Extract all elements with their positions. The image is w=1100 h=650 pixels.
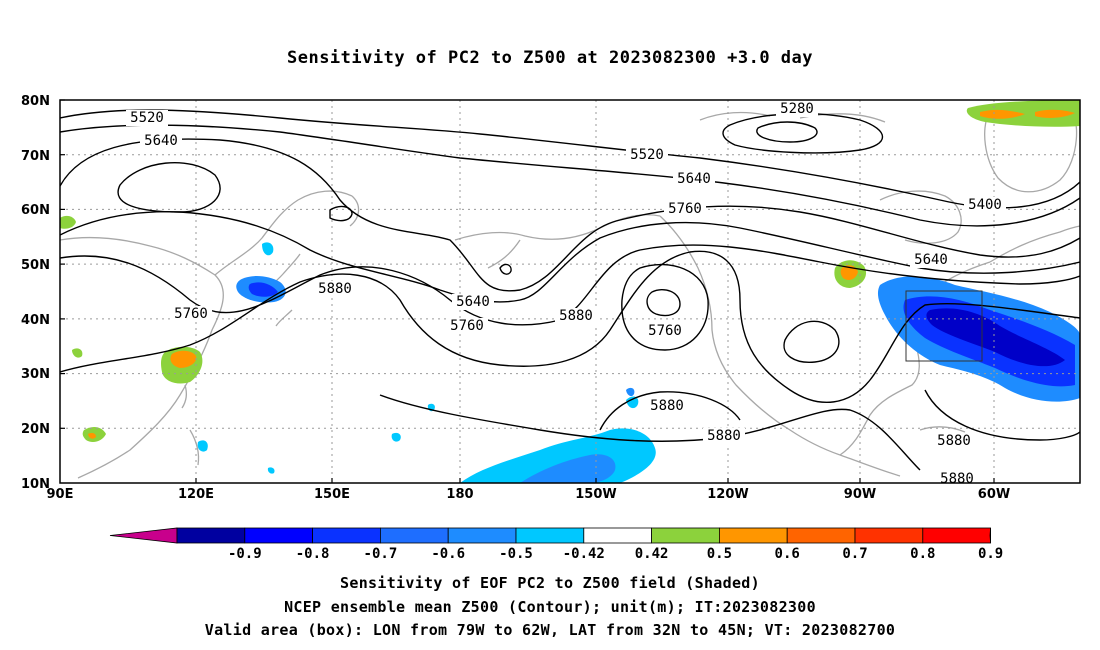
contour-labels: 5280 5520 5520 5640 5640 5640 5640 5400 … [126,101,1006,487]
contour-label: 5640 [914,252,948,268]
map-title: Sensitivity of PC2 to Z500 at 2023082300… [286,48,813,68]
colorbar-low-extend [109,527,178,544]
colorbar-swatch [651,527,720,544]
colorbar-label: 0.5 [707,546,732,562]
colorbar-swatch [244,527,314,544]
contour-label: 5880 [707,428,741,444]
colorbar-high-extend [989,527,991,544]
contour-label: 5880 [937,433,971,449]
colorbar-swatch [583,527,652,544]
colorbar-label: -0.42 [563,546,605,562]
colorbar-label: 0.7 [842,546,867,562]
lat-label: 70N [21,149,50,164]
caption-line-1: Sensitivity of EOF PC2 to Z500 field (Sh… [340,574,760,592]
colorbar: -0.9 -0.8 -0.7 -0.6 -0.5 -0.42 0.42 0.5 0.6 0.7 0.… [109,527,1003,562]
lon-label: 120W [707,487,748,502]
contour-label: 5520 [130,110,164,126]
lat-label: 20N [21,422,50,437]
contour-label: 5760 [450,318,484,334]
lon-label: 150W [575,487,616,502]
colorbar-swatch [176,527,246,544]
contour-label: 5880 [650,398,684,414]
colorbar-label: -0.8 [296,546,330,562]
lon-label: 120E [178,487,214,502]
contour-label: 5880 [940,471,974,487]
caption-line-2: NCEP ensemble mean Z500 (Contour); unit(… [284,598,816,616]
sensitivity-shading [60,100,1080,483]
colorbar-label: 0.9 [978,546,1003,562]
contour-label: 5640 [677,171,711,187]
colorbar-swatch [719,527,788,544]
lon-label: 150E [314,487,350,502]
colorbar-label: 0.6 [775,546,800,562]
contour-label: 5760 [648,323,682,339]
colorbar-swatch [312,527,381,544]
contour-label: 5880 [318,281,352,297]
contour-label: 5640 [456,294,490,310]
map-frame [59,99,1081,484]
contour-label: 5760 [174,306,208,322]
colorbar-swatch [379,527,449,544]
contour-label: 5520 [630,147,664,163]
colorbar-swatch [922,527,991,544]
contour-label: 5640 [144,133,178,149]
colorbar-swatch [786,527,856,544]
lat-label: 50N [21,258,50,273]
valid-area-box [905,290,983,362]
colorbar-label: -0.7 [364,546,398,562]
contour-label: 5280 [780,101,814,117]
colorbar-label: 0.8 [910,546,935,562]
colorbar-swatch [515,527,585,544]
colorbar-swatch [447,527,517,544]
colorbar-label: -0.9 [228,546,262,562]
lat-lon-grid [60,100,1080,483]
lat-label: 40N [21,313,50,328]
contour-label: 5760 [668,201,702,217]
colorbar-swatch [854,527,924,544]
contour-label: 5400 [968,197,1002,213]
lat-label: 60N [21,203,50,218]
lon-label: 90W [844,487,876,502]
colorbar-label: -0.5 [499,546,533,562]
colorbar-label: 0.42 [635,546,669,562]
lon-axis: 90E 120E 150E 180 150W 120W 90W 60W [47,478,1010,502]
lon-label: 90E [47,487,74,502]
contour-label: 5880 [559,308,593,324]
lat-label: 30N [21,367,50,382]
colorbar-label: -0.6 [431,546,465,562]
lat-axis: 80N 70N 60N 50N 40N 30N 20N 10N [21,94,65,492]
caption-line-3: Valid area (box): LON from 79W to 62W, L… [204,621,896,639]
lon-label: 180 [446,487,473,502]
lat-label: 10N [21,477,50,492]
lon-label: 60W [978,487,1010,502]
lat-label: 80N [21,94,50,109]
